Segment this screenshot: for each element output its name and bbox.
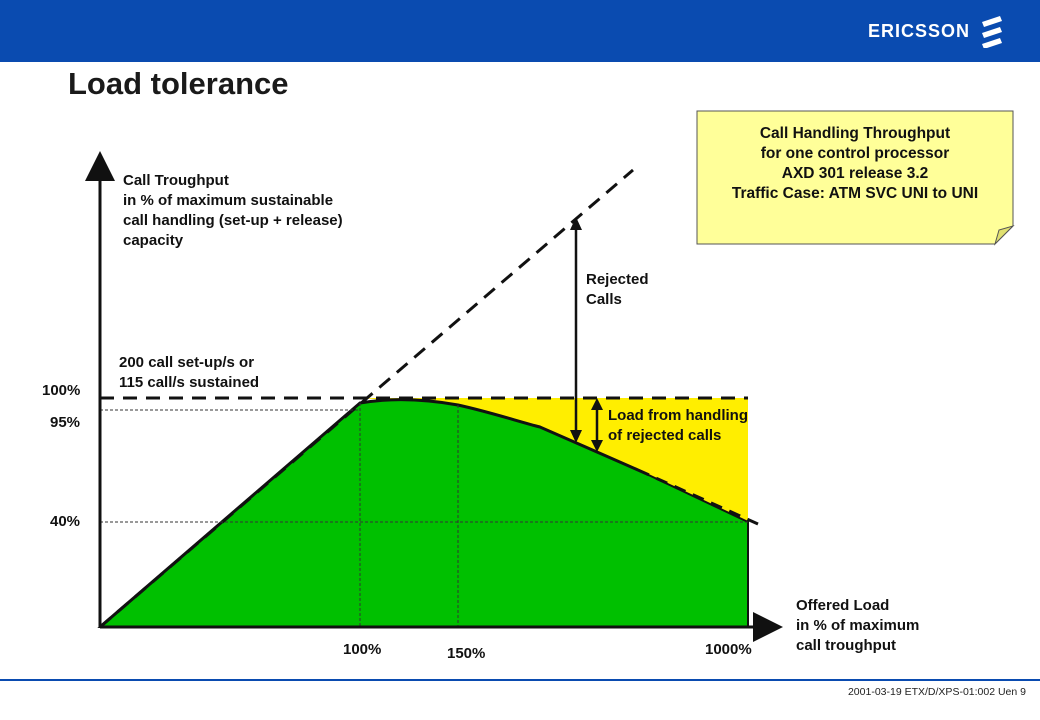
footer-text: 2001-03-19 ETX/D/XPS-01:002 Uen 9 <box>847 686 1026 698</box>
capacity-annotation: 200 call set-up/s or 115 call/s sustaine… <box>119 354 260 391</box>
x-axis-label: Offered Load in % of maximum call trough… <box>796 597 920 654</box>
note-line: for one control processor <box>760 145 950 162</box>
page-title: Load tolerance <box>68 66 289 101</box>
note-line: Call Handling Throughput <box>759 125 951 142</box>
note-line: Traffic Case: ATM SVC UNI to UNI <box>731 185 979 202</box>
throughput-curve <box>99 398 639 629</box>
rejected-calls-annotation: Rejected Calls <box>586 271 649 308</box>
y-axis-label: Call Troughput in % of maximum sustainab… <box>123 172 343 249</box>
footer-divider <box>0 679 1040 681</box>
y-tick-label: 40% <box>50 513 81 530</box>
x-tick-label: 1000% <box>705 641 752 658</box>
x-tick-label: 150% <box>447 645 486 662</box>
note-line: AXD 301 release 3.2 <box>781 165 929 182</box>
header-bar <box>0 0 1040 62</box>
rejected-load-region <box>360 398 748 522</box>
throughput-curve-tail <box>637 468 759 526</box>
handling-load-annotation: Load from handling of rejected calls <box>608 407 748 444</box>
brand-name: ERICSSON <box>867 21 970 41</box>
y-tick-label: 100% <box>42 382 81 399</box>
y-tick-label: 95% <box>50 414 81 431</box>
x-tick-label: 100% <box>343 641 382 658</box>
ericsson-logo-icon <box>982 16 1002 48</box>
info-note-text: Call Handling Throughput for one control… <box>697 124 1013 204</box>
